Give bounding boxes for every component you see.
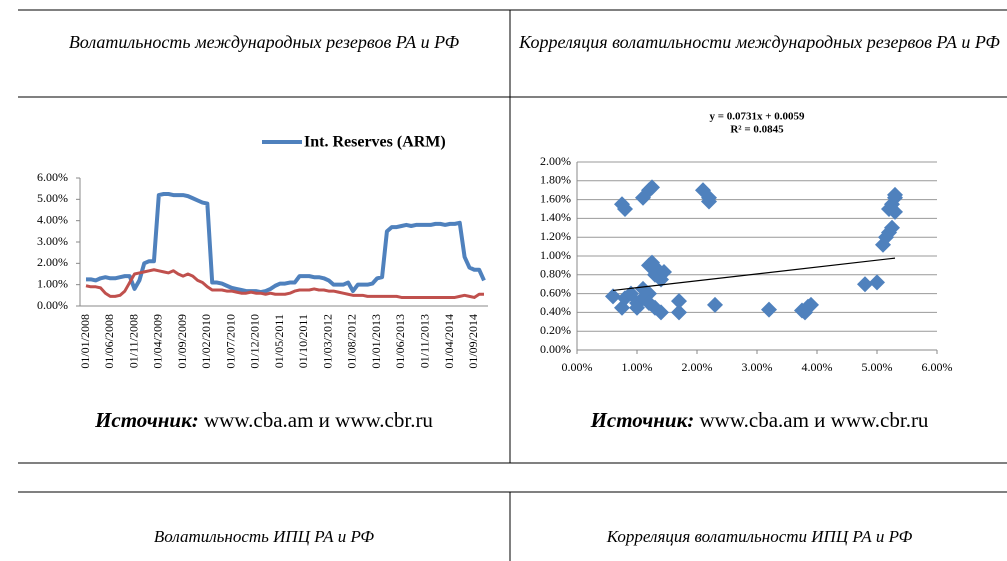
x-tick-label: 01/10/2011 xyxy=(296,314,310,368)
y-tick-label: 1.20% xyxy=(540,229,571,243)
x-tick-label: 01/01/2008 xyxy=(78,314,92,369)
y-tick-label: 1.00% xyxy=(37,276,68,290)
scatter-point xyxy=(644,179,660,196)
x-tick-label: 1.00% xyxy=(622,360,653,374)
scatter-point xyxy=(605,288,621,305)
x-tick-label: 01/11/2013 xyxy=(418,314,432,368)
x-tick-label: 01/09/2009 xyxy=(175,314,189,369)
x-tick-label: 01/04/2009 xyxy=(151,314,165,369)
x-tick-label: 01/07/2010 xyxy=(223,314,237,369)
y-tick-label: 1.60% xyxy=(540,191,571,205)
x-tick-label: 01/08/2012 xyxy=(345,314,359,369)
y-tick-label: 3.00% xyxy=(37,234,68,248)
x-tick-label: 3.00% xyxy=(742,360,773,374)
x-tick-label: 6.00% xyxy=(922,360,953,374)
x-tick-label: 01/06/2013 xyxy=(393,314,407,369)
scatter-point xyxy=(671,293,687,310)
y-tick-label: 0.80% xyxy=(540,267,571,281)
x-tick-label: 01/02/2010 xyxy=(199,314,213,369)
scatter-point xyxy=(869,274,885,291)
y-tick-label: 6.00% xyxy=(37,170,68,184)
header-cell: Волатильность ИПЦ РА и РФ xyxy=(153,527,375,546)
scatter-point xyxy=(884,219,900,236)
scatter-point xyxy=(641,285,657,302)
source-text: www.cba.am и www.cbr.ru xyxy=(699,408,929,432)
source-label: Источник: xyxy=(590,408,695,432)
x-tick-label: 01/03/2012 xyxy=(320,314,334,369)
x-tick-label: 01/01/2013 xyxy=(369,314,383,369)
legend-label: Int. Reserves (ARM) xyxy=(304,134,446,151)
scatter-point xyxy=(887,203,903,220)
y-tick-label: 0.40% xyxy=(540,304,571,318)
y-tick-label: 0.00% xyxy=(37,298,68,312)
scatter-point xyxy=(857,276,873,293)
source-label: Источник: xyxy=(95,408,199,432)
x-tick-label: 2.00% xyxy=(682,360,713,374)
scatter-point xyxy=(887,186,903,203)
line-series xyxy=(86,192,486,295)
scatter-point xyxy=(653,304,669,321)
source: Источник: www.cba.am и www.cbr.ru xyxy=(512,408,1007,433)
y-tick-label: 4.00% xyxy=(37,212,68,226)
x-tick-label: 01/11/2008 xyxy=(126,314,140,368)
header-cell: Волатильность международных резервов РА … xyxy=(68,32,460,52)
y-tick-label: 2.00% xyxy=(540,154,571,168)
scatter-point xyxy=(656,263,672,280)
x-tick-label: 01/12/2010 xyxy=(248,314,262,369)
x-tick-label: 01/05/2011 xyxy=(272,314,286,368)
scatter-point xyxy=(641,295,657,311)
y-tick-label: 1.80% xyxy=(540,173,571,187)
scatter-point xyxy=(701,193,717,210)
y-tick-label: 0.00% xyxy=(540,342,571,356)
y-tick-label: 5.00% xyxy=(37,191,68,205)
x-tick-label: 01/06/2008 xyxy=(102,314,116,369)
scatter-point xyxy=(707,296,723,313)
x-tick-label: 5.00% xyxy=(862,360,893,374)
y-tick-label: 1.00% xyxy=(540,248,571,262)
trendline-r2: R² = 0.0845 xyxy=(730,124,784,136)
scatter-point xyxy=(671,304,687,321)
y-tick-label: 0.20% xyxy=(540,323,571,337)
x-tick-label: 0.00% xyxy=(562,360,593,374)
line-series xyxy=(85,268,484,299)
y-tick-label: 1.40% xyxy=(540,210,571,224)
scatter-point xyxy=(617,201,633,217)
scatter-point xyxy=(803,296,819,313)
trendline xyxy=(612,257,896,292)
y-tick-label: 2.00% xyxy=(37,255,68,269)
source-text: www.cba.am и www.cbr.ru xyxy=(203,408,433,432)
x-tick-label: 01/09/2014 xyxy=(466,314,480,369)
header-cell: Корреляция волатильности международных р… xyxy=(519,32,1000,52)
scatter-point xyxy=(761,301,777,318)
x-tick-label: 4.00% xyxy=(802,360,833,374)
trendline-equation: y = 0.0731x + 0.0059 xyxy=(709,111,805,123)
source: Источник: www.cba.am и www.cbr.ru xyxy=(18,408,510,433)
x-tick-label: 01/04/2014 xyxy=(442,314,456,369)
y-tick-label: 0.60% xyxy=(540,285,571,299)
header-cell: Корреляция волатильности ИПЦ РА и РФ xyxy=(606,527,913,546)
